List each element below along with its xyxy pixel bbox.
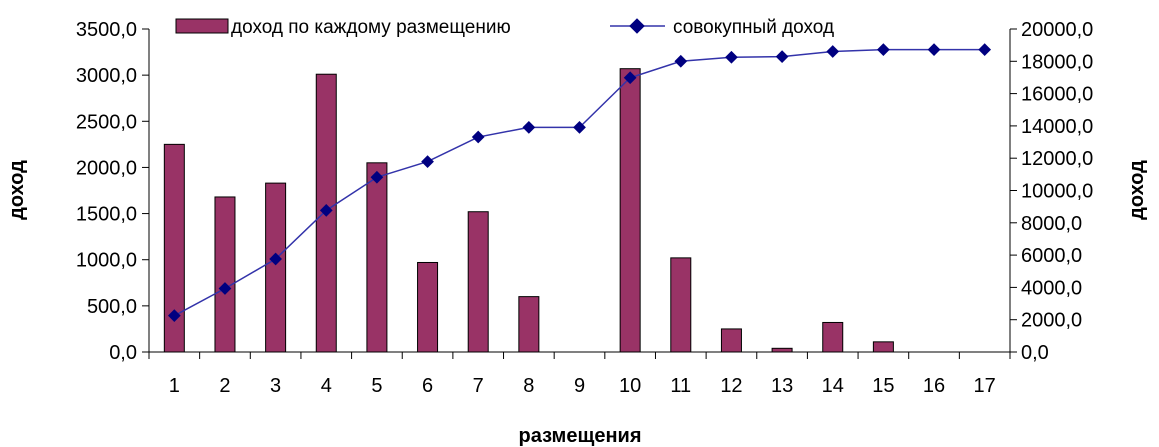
right-tick-label: 2000,0 <box>1021 310 1082 332</box>
line-point <box>674 54 688 68</box>
y2-axis-title: доход <box>1126 160 1148 220</box>
bar <box>417 261 439 353</box>
line-point <box>978 43 992 57</box>
x-tick-label: 11 <box>670 375 691 397</box>
x-axis-title: размещения <box>519 425 642 447</box>
line-point <box>370 170 384 184</box>
x-tick-label: 6 <box>422 375 433 397</box>
line-point <box>877 43 890 57</box>
right-tick-label: 16000,0 <box>1021 84 1093 106</box>
line-point <box>269 252 282 266</box>
x-tick-label: 15 <box>872 375 894 397</box>
right-tick-label: 18000,0 <box>1021 51 1093 73</box>
left-tick-label: 1000,0 <box>76 250 137 272</box>
left-tick-label: 2500,0 <box>76 111 137 133</box>
x-tick-label: 9 <box>574 375 585 397</box>
line-point <box>421 155 434 168</box>
bar <box>822 321 844 353</box>
line-point <box>927 43 941 57</box>
x-tick-label: 3 <box>270 375 281 397</box>
x-tick-label: 16 <box>923 375 945 397</box>
x-tick-label: 8 <box>523 375 534 397</box>
legend: доход по каждому размещению совокупный д… <box>175 17 834 38</box>
left-tick-label: 3000,0 <box>76 65 137 87</box>
right-axis-ticks: 0,0 2000,0 4000,0 6000,0 8000,0 10000,0 12000,… <box>1010 19 1093 364</box>
line-point <box>725 50 738 64</box>
y-axis-title: доход <box>6 160 28 220</box>
x-tick-label: 12 <box>720 375 742 397</box>
line-point <box>167 309 181 323</box>
right-tick-label: 20000,0 <box>1021 19 1093 41</box>
line-series <box>167 43 992 323</box>
axes <box>148 29 1011 353</box>
bar <box>518 296 540 353</box>
bar <box>467 211 489 353</box>
right-tick-label: 12000,0 <box>1021 148 1093 170</box>
line-point <box>218 282 232 295</box>
bar <box>670 257 692 353</box>
right-tick-label: 8000,0 <box>1021 213 1082 235</box>
bar <box>265 182 287 353</box>
x-tick-label: 14 <box>822 375 844 397</box>
legend-bar-swatch <box>175 18 229 34</box>
x-tick-label: 10 <box>619 375 641 397</box>
x-tick-label: 1 <box>169 375 180 397</box>
x-tick-label: 4 <box>321 375 332 397</box>
legend-bar-label: доход по каждому размещению <box>231 17 511 38</box>
line-point <box>775 50 789 63</box>
right-tick-label: 10000,0 <box>1021 181 1093 203</box>
line-point <box>471 130 485 144</box>
bar <box>771 347 793 353</box>
legend-line-marker <box>629 18 645 34</box>
right-tick-label: 14000,0 <box>1021 116 1093 138</box>
bar <box>214 196 236 353</box>
right-tick-label: 0,0 <box>1021 342 1049 364</box>
bar <box>619 68 641 353</box>
bar-series <box>163 68 894 353</box>
line-point <box>522 120 536 134</box>
line-point <box>826 45 840 58</box>
right-tick-label: 6000,0 <box>1021 245 1082 267</box>
left-tick-label: 2000,0 <box>76 157 137 179</box>
x-tick-label: 13 <box>771 375 793 397</box>
x-tick-label: 5 <box>371 375 382 397</box>
x-tick-label: 17 <box>974 375 996 397</box>
left-axis-ticks: 0,0 500,0 1000,0 1500,0 2000,0 2500,0 3000,0 35… <box>76 19 149 364</box>
left-tick-label: 0,0 <box>109 342 137 364</box>
line-point <box>319 204 333 217</box>
x-tick-label: 7 <box>473 375 484 397</box>
x-axis-ticks: 1 2 3 4 5 6 7 8 9 10 11 12 13 14 15 16 17 <box>148 352 1011 397</box>
bar <box>366 162 388 353</box>
x-tick-label: 2 <box>219 375 230 397</box>
bar <box>720 328 742 353</box>
right-tick-label: 4000,0 <box>1021 277 1082 299</box>
left-tick-label: 500,0 <box>87 296 137 318</box>
left-tick-label: 3500,0 <box>76 19 137 41</box>
legend-line-label: совокупный доход <box>673 17 834 38</box>
left-tick-label: 1500,0 <box>76 204 137 226</box>
bar <box>872 341 894 353</box>
cumulative-line <box>173 48 985 317</box>
